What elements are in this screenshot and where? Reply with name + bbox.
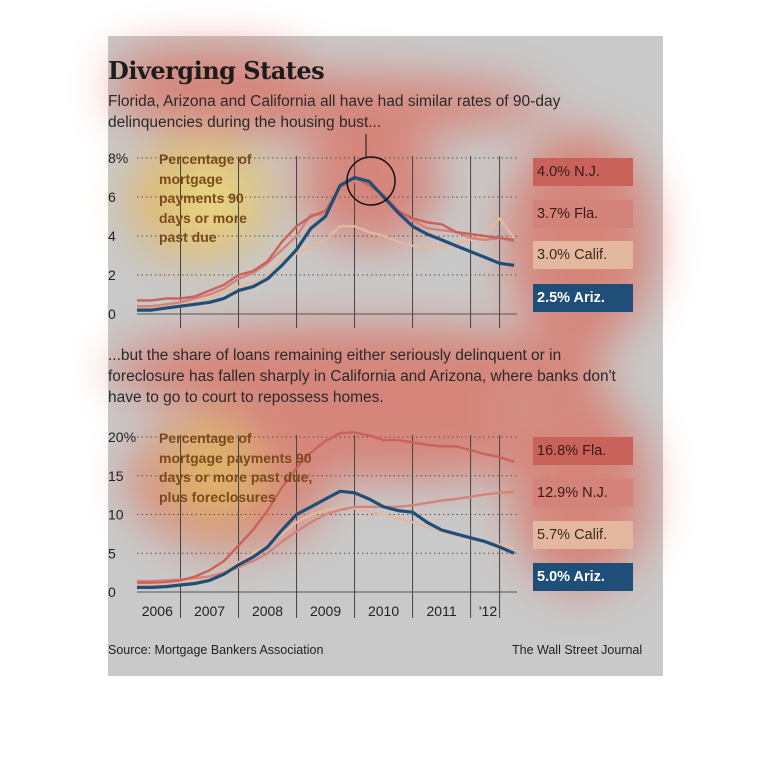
subtitle-bottom: ...but the share of loans remaining eith… [108,347,616,406]
chart-title: Diverging States [108,56,325,85]
y-tick-label: 0 [108,584,116,600]
y-tick-label: 10 [108,507,124,523]
legend-label-fla: 3.7% Fla. [533,200,633,228]
x-tick-label: 2008 [252,603,283,619]
series-line-calif [137,505,515,587]
y-tick-label: 8% [108,150,128,166]
legend-label-nj: 12.9% N.J. [533,479,633,507]
series-line-fla [137,431,515,584]
legend-label-fla: 16.8% Fla. [533,437,633,465]
y-tick-label: 20% [108,429,136,445]
y-tick-label: 2 [108,267,116,283]
legend-label-calif: 3.0% Calif. [533,241,633,269]
publication-credit: The Wall Street Journal [512,643,643,657]
x-tick-label: 2010 [368,603,399,619]
chart2-annotation: Percentage of mortgage payments 90 days … [159,430,313,505]
peak-highlight-circle [346,156,396,206]
y-tick-label: 6 [108,189,116,205]
x-tick-label: 2011 [427,603,457,619]
x-tick-label: '12 [479,603,497,619]
series-line-nj [137,176,515,302]
legend-label-ariz: 2.5% Ariz. [533,284,633,312]
x-tick-label: 2007 [194,603,225,619]
legend-label-nj: 4.0% N.J. [533,158,633,186]
legend-label-calif: 5.7% Calif. [533,521,633,549]
subtitle-top: Florida, Arizona and California all have… [108,93,561,131]
x-tick-label: 2009 [310,603,341,619]
series-line-nj [137,490,515,583]
series-line-ariz [137,175,515,312]
source-note: Source: Mortgage Bankers Association [108,643,324,657]
y-tick-label: 5 [108,545,116,561]
legend-label-ariz: 5.0% Ariz. [533,563,633,591]
series-line-ariz [137,489,515,590]
y-tick-label: 0 [108,306,116,322]
x-tick-label: 2006 [142,603,173,619]
y-tick-label: 4 [108,228,116,244]
chart1-annotation: Percentage of mortgage payments 90 days … [159,151,252,245]
y-tick-label: 15 [108,468,124,484]
